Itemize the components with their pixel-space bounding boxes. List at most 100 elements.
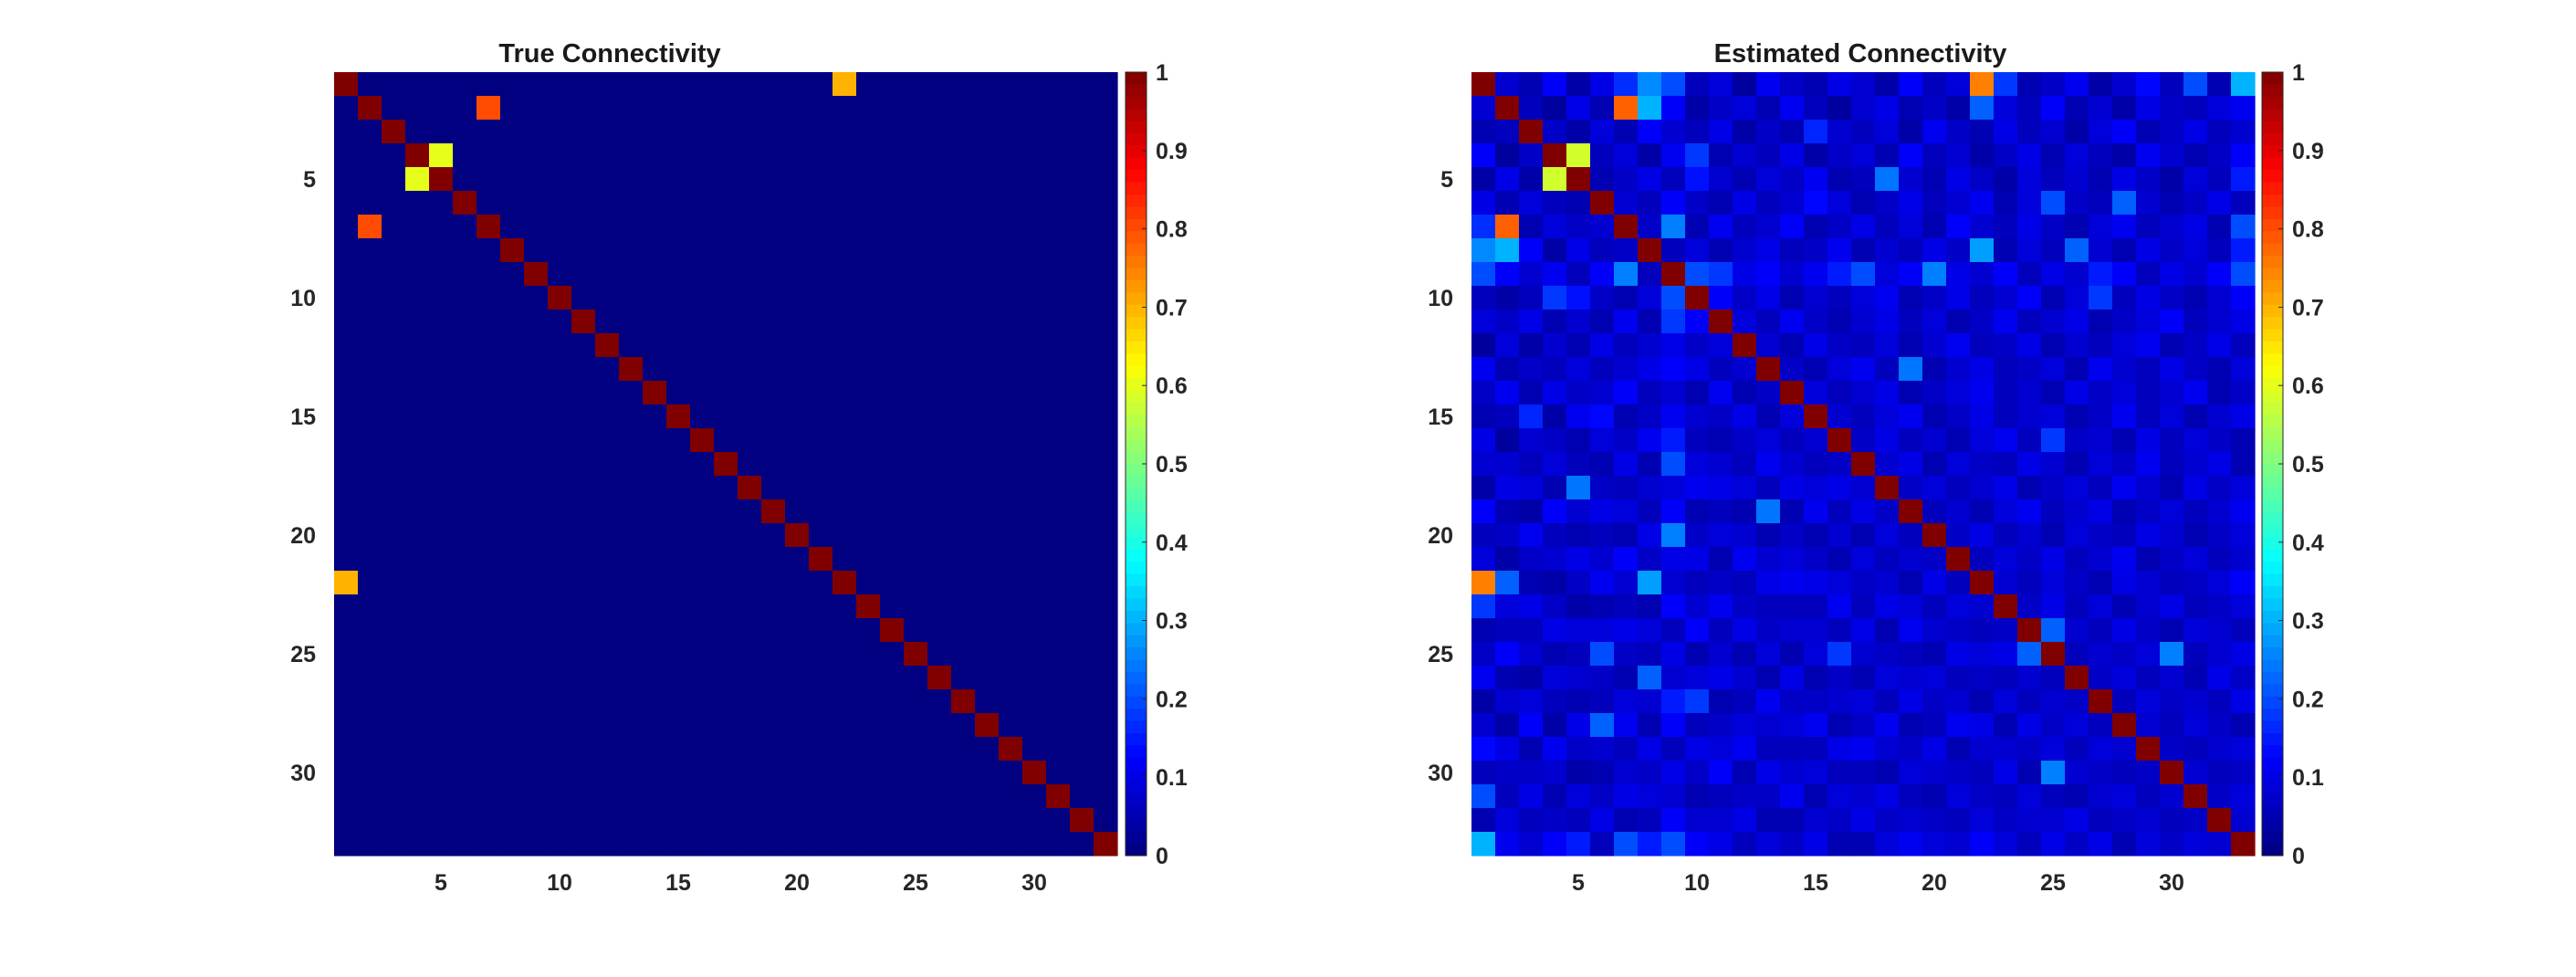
heatmap-cell bbox=[904, 737, 928, 762]
colorbar-swatch bbox=[1126, 610, 1147, 624]
heatmap-cell bbox=[405, 689, 430, 714]
heatmap-cell bbox=[2231, 238, 2256, 263]
heatmap-cell bbox=[690, 167, 715, 192]
heatmap-cell bbox=[1590, 523, 1615, 548]
heatmap-cell bbox=[643, 286, 667, 310]
heatmap-cell bbox=[2041, 594, 2066, 619]
heatmap-cell bbox=[619, 191, 644, 215]
colorbar-swatch bbox=[1126, 671, 1147, 685]
heatmap-cell bbox=[832, 428, 857, 453]
heatmap-cell bbox=[1022, 428, 1047, 453]
heatmap-cell bbox=[1543, 499, 1567, 524]
heatmap-cell bbox=[1661, 381, 1686, 405]
heatmap-cell bbox=[714, 499, 738, 524]
heatmap-cell bbox=[1709, 96, 1733, 121]
heatmap-cell bbox=[1046, 713, 1071, 738]
heatmap-cell bbox=[548, 286, 572, 310]
heatmap-cell bbox=[2017, 808, 2042, 833]
heatmap-cell bbox=[951, 381, 976, 405]
heatmap-cell bbox=[2041, 333, 2066, 358]
heatmap-cell bbox=[1899, 333, 1923, 358]
colorbar-swatch bbox=[1126, 170, 1147, 184]
heatmap-true-connectivity bbox=[334, 72, 1118, 856]
heatmap-cell bbox=[2041, 642, 2066, 667]
heatmap-cell bbox=[1804, 761, 1828, 785]
heatmap-cell bbox=[1022, 452, 1047, 477]
heatmap-cell bbox=[1827, 404, 1852, 429]
heatmap-cell bbox=[1543, 476, 1567, 500]
heatmap-cell bbox=[1970, 476, 1995, 500]
heatmap-cell bbox=[1851, 784, 1876, 809]
heatmap-cell bbox=[1590, 120, 1615, 144]
heatmap-cell bbox=[1970, 381, 1995, 405]
heatmap-cell bbox=[595, 571, 620, 595]
heatmap-cell bbox=[334, 666, 359, 690]
heatmap-cell bbox=[334, 689, 359, 714]
heatmap-cell bbox=[951, 120, 976, 144]
heatmap-cell bbox=[1994, 404, 2018, 429]
heatmap-cell bbox=[500, 523, 525, 548]
heatmap-cell bbox=[571, 832, 596, 856]
heatmap-cell bbox=[1899, 404, 1923, 429]
heatmap-cell bbox=[405, 191, 430, 215]
heatmap-cell bbox=[904, 262, 928, 287]
heatmap-cell bbox=[1946, 286, 1971, 310]
heatmap-cell bbox=[2231, 96, 2256, 121]
heatmap-cell bbox=[1661, 191, 1686, 215]
heatmap-cell bbox=[1543, 618, 1567, 643]
heatmap-cell bbox=[500, 784, 525, 809]
heatmap-cell bbox=[666, 523, 691, 548]
heatmap-cell bbox=[1495, 167, 1520, 192]
heatmap-cell bbox=[1851, 642, 1876, 667]
heatmap-cell bbox=[358, 594, 382, 619]
heatmap-cell bbox=[2065, 452, 2089, 477]
y-tick-label: 30 bbox=[290, 761, 316, 786]
heatmap-cell bbox=[1094, 238, 1118, 263]
heatmap-cell bbox=[1471, 784, 1496, 809]
x-tick-label: 25 bbox=[903, 870, 928, 896]
heatmap-cell bbox=[809, 143, 833, 168]
heatmap-cell bbox=[951, 476, 976, 500]
colorbar-swatch bbox=[1126, 464, 1147, 478]
colorbar-swatch bbox=[2262, 415, 2283, 428]
heatmap-cell bbox=[975, 333, 1000, 358]
heatmap-cell bbox=[595, 262, 620, 287]
heatmap-cell bbox=[690, 404, 715, 429]
heatmap-cell bbox=[690, 262, 715, 287]
heatmap-cell bbox=[2207, 215, 2232, 239]
heatmap-cell bbox=[2041, 666, 2066, 690]
heatmap-cell bbox=[975, 143, 1000, 168]
heatmap-cell bbox=[975, 310, 1000, 334]
heatmap-cell bbox=[1566, 286, 1591, 310]
heatmap-cell bbox=[1970, 72, 1995, 97]
heatmap-cell bbox=[429, 404, 454, 429]
heatmap-cell bbox=[856, 642, 881, 667]
heatmap-cell bbox=[1471, 452, 1496, 477]
heatmap-cell bbox=[1638, 404, 1662, 429]
heatmap-cell bbox=[619, 72, 644, 97]
heatmap-cell bbox=[476, 594, 501, 619]
heatmap-cell bbox=[880, 476, 905, 500]
colorbar-swatch bbox=[2262, 109, 2283, 122]
heatmap-cell bbox=[1756, 618, 1781, 643]
heatmap-cell bbox=[880, 761, 905, 785]
heatmap-cell bbox=[761, 120, 786, 144]
heatmap-cell bbox=[714, 689, 738, 714]
heatmap-cell bbox=[500, 333, 525, 358]
heatmap-cell bbox=[500, 215, 525, 239]
heatmap-cell bbox=[1780, 191, 1805, 215]
heatmap-cell bbox=[832, 666, 857, 690]
heatmap-cell bbox=[1519, 215, 1544, 239]
heatmap-cell bbox=[334, 713, 359, 738]
colorbar-swatch bbox=[2262, 390, 2283, 404]
heatmap-cell bbox=[382, 333, 406, 358]
heatmap-cell bbox=[1756, 72, 1781, 97]
heatmap-cell bbox=[1543, 286, 1567, 310]
heatmap-cell bbox=[2231, 713, 2256, 738]
heatmap-cell bbox=[1046, 120, 1071, 144]
colorbar-swatch bbox=[2262, 500, 2283, 514]
heatmap-cell bbox=[1851, 262, 1876, 287]
x-tick-label: 30 bbox=[2159, 870, 2184, 896]
heatmap-cell bbox=[595, 476, 620, 500]
heatmap-cell bbox=[2231, 666, 2256, 690]
